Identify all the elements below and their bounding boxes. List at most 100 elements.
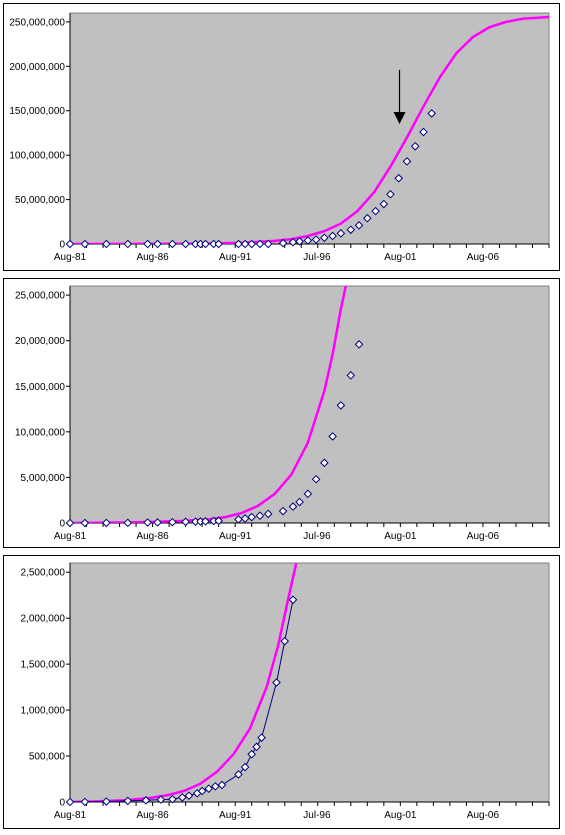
data-connector-line — [70, 599, 294, 802]
data-point — [354, 221, 364, 230]
data-point — [363, 213, 372, 223]
y-tick-label: 25,000,000 — [15, 291, 65, 302]
data-point — [257, 733, 266, 742]
data-point — [153, 518, 162, 527]
data-point — [156, 795, 166, 804]
plot-contents — [70, 15, 549, 244]
data-point — [123, 518, 133, 528]
x-tick-label: Aug-06 — [467, 252, 500, 263]
data-point — [214, 516, 223, 526]
y-tick-label: 5,000,000 — [21, 473, 66, 484]
data-point — [197, 786, 207, 796]
data-point — [201, 239, 210, 249]
plot-area — [69, 285, 550, 524]
data-point — [181, 239, 190, 249]
data-point — [247, 749, 256, 759]
x-tick-label: Aug-91 — [219, 531, 252, 542]
data-point — [240, 762, 250, 772]
x-tick-label: Aug-86 — [136, 531, 169, 542]
x-tick-label: Aug-01 — [384, 810, 417, 821]
data-point — [419, 127, 428, 137]
data-point — [427, 109, 437, 118]
data-point — [255, 511, 265, 521]
x-tick-label: Aug-01 — [384, 531, 417, 542]
y-tick-label: 200,000,000 — [9, 62, 65, 73]
x-tick-label: Aug-81 — [54, 810, 87, 821]
data-point — [234, 770, 243, 779]
x-tick-label: Aug-81 — [54, 531, 87, 542]
data-point — [303, 236, 313, 245]
chart-1: 0 50,000,000 100,000,000 150,000,000 200,000… — [9, 12, 550, 263]
data-point — [102, 797, 111, 806]
data-point — [328, 231, 337, 241]
data-point — [123, 239, 133, 249]
x-tick-label: Aug-86 — [136, 252, 169, 263]
data-point — [328, 432, 337, 441]
data-point — [234, 239, 243, 249]
data-point — [402, 157, 412, 166]
data-point — [320, 233, 329, 243]
x-tick-label: Aug-01 — [384, 252, 417, 263]
y-tick-label: 1,000,000 — [21, 706, 66, 717]
fit-curve — [70, 15, 549, 244]
data-point — [346, 371, 356, 380]
data-point — [379, 199, 389, 209]
x-tick-label: Aug-91 — [219, 252, 252, 263]
data-point — [247, 512, 256, 522]
data-point — [168, 794, 177, 804]
data-point — [263, 509, 273, 519]
data-point — [123, 796, 133, 806]
plot-area — [69, 12, 550, 245]
data-point — [288, 237, 298, 247]
data-point — [255, 239, 265, 249]
data-point — [181, 517, 190, 527]
data-point — [143, 518, 152, 527]
chart-2: 0 5,000,000 10,000,000 15,000,000 20,000,000… — [15, 285, 550, 542]
chart-panel-2: 0 5,000,000 10,000,000 15,000,000 20,000,000… — [3, 278, 560, 548]
data-point — [80, 797, 90, 807]
y-tick-label: 150,000,000 — [9, 106, 65, 117]
data-point — [143, 239, 152, 249]
y-tick-label: 500,000 — [29, 752, 66, 763]
x-tick-label: Jul-96 — [303, 531, 331, 542]
annotation-arrow-head — [393, 112, 406, 125]
data-point — [204, 784, 214, 793]
y-tick-label: 15,000,000 — [15, 382, 65, 393]
y-tick-label: 10,000,000 — [15, 427, 65, 438]
data-point — [153, 239, 162, 249]
data-point — [102, 239, 111, 249]
data-point — [263, 239, 273, 249]
y-tick-label: 2,500,000 — [21, 568, 66, 579]
data-point — [394, 173, 404, 183]
data-point — [141, 796, 151, 805]
data-point — [240, 239, 250, 249]
data-point — [336, 229, 346, 238]
data-point — [386, 189, 395, 199]
data-point — [65, 518, 75, 528]
data-point — [288, 502, 298, 511]
data-point — [303, 489, 313, 499]
data-point — [371, 206, 380, 216]
data-point — [201, 517, 210, 526]
x-tick-label: Aug-81 — [54, 252, 87, 263]
data-point — [288, 595, 298, 605]
data-point — [295, 497, 304, 507]
y-tick-label: 0 — [59, 519, 65, 530]
data-point — [311, 235, 321, 244]
x-tick-label: Aug-91 — [219, 810, 252, 821]
data-point — [278, 238, 288, 248]
data-point — [168, 239, 177, 249]
data-point — [80, 239, 90, 249]
data-point — [168, 517, 177, 527]
data-point — [184, 791, 194, 801]
data-point — [410, 141, 420, 151]
y-tick-label: 2,000,000 — [21, 614, 66, 625]
y-tick-label: 0 — [59, 798, 65, 809]
data-point — [65, 239, 75, 249]
data-point — [336, 401, 346, 410]
data-point — [102, 518, 111, 528]
y-tick-label: 0 — [59, 240, 65, 251]
data-point — [217, 780, 227, 790]
x-tick-label: Aug-86 — [136, 810, 169, 821]
data-point — [320, 458, 329, 468]
